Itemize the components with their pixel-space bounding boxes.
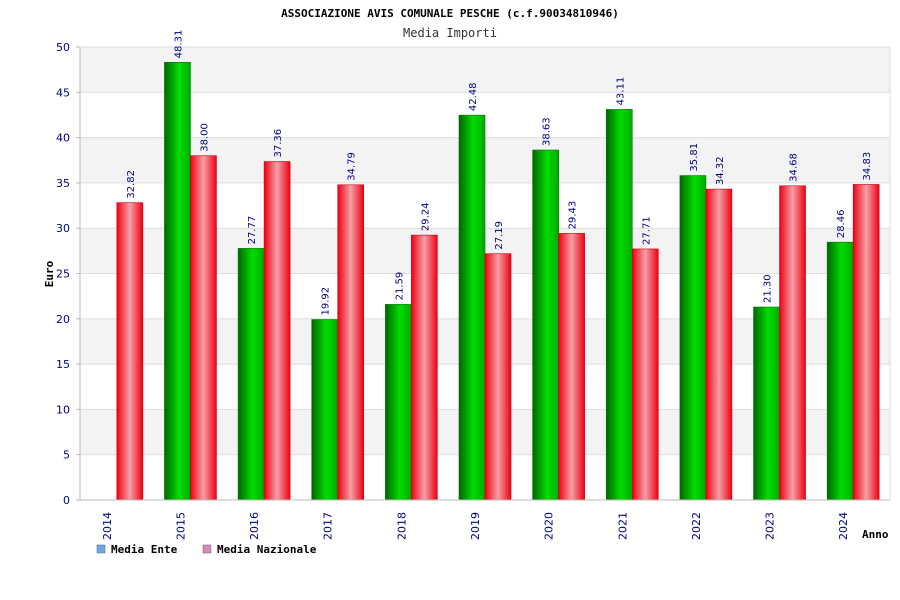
x-tick-label: 2016 xyxy=(248,512,261,540)
bar-media-ente-2015 xyxy=(164,62,191,501)
chart-subtitle: Media Importi xyxy=(403,26,497,40)
y-tick-labels: 0 5 10 15 20 25 30 35 40 45 50 xyxy=(56,41,80,507)
y-tick-label: 45 xyxy=(56,86,70,99)
bar-media-ente-2022 xyxy=(679,175,707,501)
y-tick-label: 0 xyxy=(63,494,70,507)
bar-media-nazionale-2022 xyxy=(705,188,733,501)
legend-swatch xyxy=(96,544,106,554)
bar-media-nazionale-2020 xyxy=(558,233,585,501)
y-tick-label: 50 xyxy=(56,41,70,54)
y-tick-label: 35 xyxy=(56,177,70,190)
value-label: 42.48 xyxy=(468,82,479,111)
bar-media-nazionale-2018 xyxy=(411,234,438,501)
x-tick-label: 2017 xyxy=(322,512,335,540)
x-tick-label: 2024 xyxy=(837,512,850,540)
x-tick-label: 2014 xyxy=(101,512,114,540)
y-tick-label: 40 xyxy=(56,132,70,145)
bar-media-nazionale-2023 xyxy=(779,185,806,501)
x-tick-label: 2022 xyxy=(690,512,703,540)
bar-media-ente-2019 xyxy=(458,114,486,501)
x-tick-label: 2018 xyxy=(395,512,408,540)
value-label: 29.43 xyxy=(568,201,579,230)
y-tick-label: 15 xyxy=(56,358,70,371)
legend-label: Media Ente xyxy=(111,543,178,556)
y-axis-title: Euro xyxy=(43,260,56,287)
value-label: 19.92 xyxy=(321,287,332,316)
value-label: 43.11 xyxy=(615,77,626,106)
bar-media-nazionale-2017 xyxy=(337,184,365,501)
y-tick-label: 25 xyxy=(56,268,70,281)
x-axis-title: Anno xyxy=(862,528,889,541)
x-tick-labels: 2014 2015 2016 2017 2018 2019 2020 2021 2022 2023… xyxy=(101,512,850,540)
legend-label: Media Nazionale xyxy=(217,543,317,556)
y-tick-label: 5 xyxy=(63,449,70,462)
y-tick-label: 10 xyxy=(56,403,70,416)
value-label: 37.36 xyxy=(273,129,284,158)
value-label: 27.19 xyxy=(494,221,505,250)
bar-media-nazionale-2014 xyxy=(116,202,144,501)
bar-media-ente-2021 xyxy=(605,109,633,501)
bar-media-nazionale-2019 xyxy=(484,253,512,501)
value-label: 29.24 xyxy=(420,202,431,231)
y-tick-label: 30 xyxy=(56,222,70,235)
bar-media-ente-2016 xyxy=(237,248,265,501)
value-label: 35.81 xyxy=(689,143,700,172)
bar-media-nazionale-2015 xyxy=(190,155,217,501)
bar-media-nazionale-2024 xyxy=(852,184,880,501)
value-label: 21.30 xyxy=(763,274,774,303)
value-label: 34.68 xyxy=(789,153,800,182)
plot-band xyxy=(80,47,890,93)
value-label: 21.59 xyxy=(394,272,405,301)
value-label: 34.79 xyxy=(347,152,358,181)
value-label: 38.63 xyxy=(542,117,553,146)
bar-media-ente-2023 xyxy=(753,306,780,501)
x-tick-label: 2019 xyxy=(469,512,482,540)
bar-media-ente-2024 xyxy=(826,241,854,501)
value-label: 48.31 xyxy=(173,30,184,59)
legend: Media Ente Media Nazionale xyxy=(96,543,317,556)
value-labels: 32.82 48.31 38.00 27.77 37.36 19.92 34.79 21.59… xyxy=(126,30,873,316)
value-label: 27.71 xyxy=(641,216,652,245)
value-label: 34.83 xyxy=(862,152,873,181)
bar-media-ente-2020 xyxy=(532,149,559,501)
y-tick-label: 20 xyxy=(56,313,70,326)
bar-media-ente-2017 xyxy=(311,319,339,501)
value-label: 27.77 xyxy=(247,216,258,245)
x-tick-label: 2023 xyxy=(764,512,777,540)
bar-media-nazionale-2021 xyxy=(631,248,659,501)
bar-media-ente-2018 xyxy=(385,304,412,501)
value-label: 32.82 xyxy=(126,170,137,199)
x-tick-label: 2015 xyxy=(174,512,187,540)
value-label: 28.46 xyxy=(836,210,847,239)
x-tick-label: 2020 xyxy=(543,512,556,540)
chart-title: ASSOCIAZIONE AVIS COMUNALE PESCHE (c.f.9… xyxy=(281,7,619,20)
legend-swatch xyxy=(202,544,212,554)
bar-media-nazionale-2016 xyxy=(263,161,291,501)
x-tick-label: 2021 xyxy=(616,512,629,540)
value-label: 34.32 xyxy=(715,156,726,185)
value-label: 38.00 xyxy=(199,123,210,152)
